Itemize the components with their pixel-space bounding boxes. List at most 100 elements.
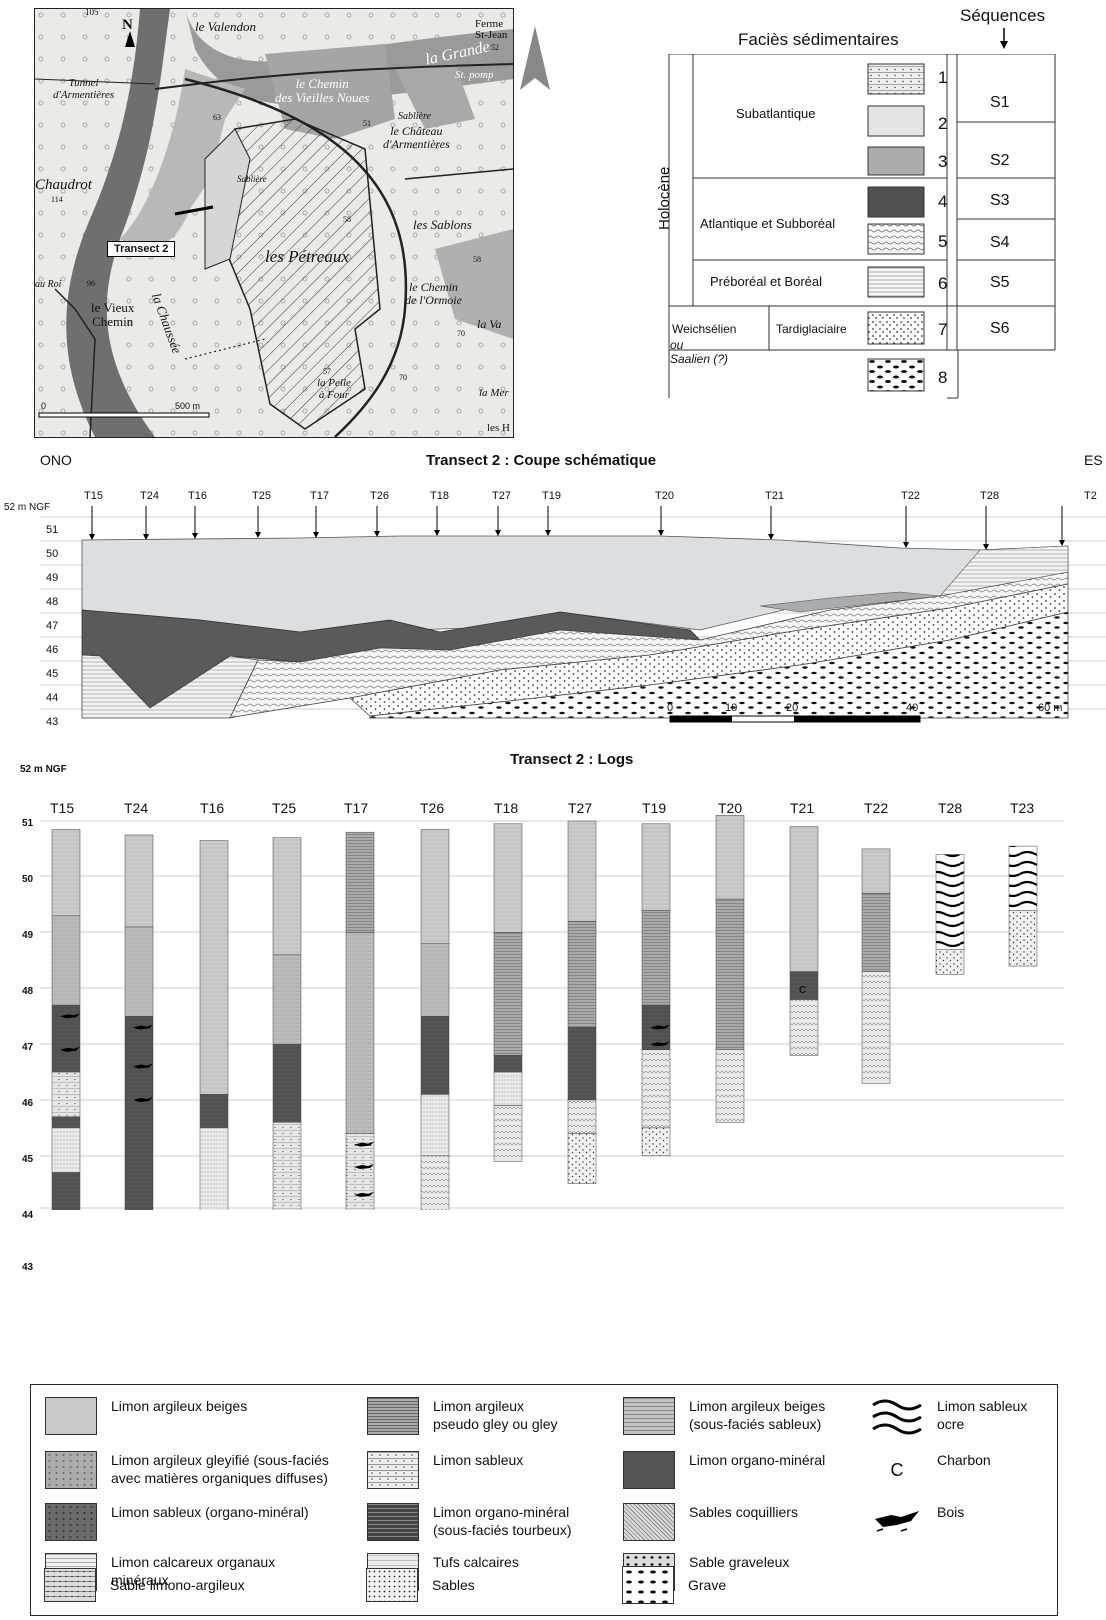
map-label-auroi: au Roi xyxy=(35,279,62,290)
facies-preboreal: Préboréal et Boréal xyxy=(710,274,823,289)
log-layer xyxy=(272,954,302,1045)
facies-table xyxy=(668,54,1056,399)
map-label-sablons: les Sablons xyxy=(413,217,472,232)
legend-swatch xyxy=(44,1568,96,1602)
log-layer xyxy=(51,829,81,917)
log-layer xyxy=(861,848,891,894)
legend-label: Limon sableux (organo-minéral) xyxy=(111,1504,309,1520)
legend-swatch xyxy=(367,1397,419,1435)
coupe-right-label: ES xyxy=(1084,452,1103,468)
facies-num-3: 3 xyxy=(938,152,948,171)
log-layer xyxy=(935,854,965,950)
log-layer xyxy=(51,915,81,1006)
coupe-core-t25: T25 xyxy=(252,490,271,502)
seq-s3: S3 xyxy=(990,192,1010,209)
coupe-core-t17: T17 xyxy=(310,490,329,502)
coupe-scale-40: 40 xyxy=(906,702,919,714)
wave-swatch-icon xyxy=(872,1399,922,1435)
core-arrow-head xyxy=(545,530,551,536)
facies-num-1: 1 xyxy=(938,68,948,87)
log-layer xyxy=(272,1043,302,1123)
map-label-vieux-chemin: le Vieux Chemin xyxy=(91,300,135,329)
legend-label: Sable limono-argileux xyxy=(110,1577,245,1593)
core-arrow-head xyxy=(983,544,989,550)
core-arrow-head xyxy=(192,533,198,539)
legend-label: Limon argileux beiges xyxy=(111,1398,248,1414)
legend-label: Limon argileux gleyifié (sous-faciés ave… xyxy=(111,1452,329,1486)
coupe-scale-10: 10 xyxy=(725,702,738,714)
charbon-icon: C xyxy=(890,1460,904,1480)
bois-icon xyxy=(875,1511,919,1532)
log-layer xyxy=(641,910,671,1006)
legend-swatch xyxy=(623,1451,675,1489)
map-label-sabliere2: Sablière xyxy=(237,174,267,184)
coupe-scale-20: 20 xyxy=(786,702,799,714)
legend-item-limon-sableux: Limon sableux xyxy=(367,1451,523,1489)
log-layer xyxy=(493,823,523,933)
facies-num-5: 5 xyxy=(938,232,948,251)
logs-y-47: 47 xyxy=(22,1042,34,1053)
log-core-t24: T24 xyxy=(124,800,149,816)
coupe-title: Transect 2 : Coupe schématique xyxy=(426,452,657,469)
legend-label: Sables coquilliers xyxy=(689,1504,798,1520)
log-layer xyxy=(199,840,229,1095)
bois-mark-icon xyxy=(354,1191,374,1197)
log-layer xyxy=(1008,910,1038,967)
legend-swatch xyxy=(367,1503,419,1541)
legend-label: Limon argileux beiges (sous-faciés sable… xyxy=(689,1398,826,1432)
seq-s6: S6 xyxy=(990,320,1010,337)
legend-label: Limon organo-minéral xyxy=(689,1452,826,1468)
log-layer xyxy=(345,932,375,1134)
log-core-t15: T15 xyxy=(50,800,75,816)
map-label-ferme: Ferme St-Jean xyxy=(475,18,508,41)
location-map: N 105 le Valendon Ferme St-Jean la Grand… xyxy=(34,8,514,438)
legend-label: Bois xyxy=(937,1504,965,1520)
legend-swatch xyxy=(367,1451,419,1489)
log-layer xyxy=(567,1099,597,1134)
core-arrow-head xyxy=(768,534,774,540)
coupe-scale-0: 0 xyxy=(667,702,674,714)
legend-item-charbon: C Charbon xyxy=(871,1451,991,1489)
log-core-t19: T19 xyxy=(642,800,667,816)
facies-seq-title: Séquences xyxy=(960,6,1046,25)
coupe-core-t24: T24 xyxy=(140,490,159,502)
legend-item-limon-sableux-organo: Limon sableux (organo-minéral) xyxy=(45,1503,309,1541)
core-arrow-head xyxy=(255,532,261,538)
map-label-petreaux: les Pétreaux xyxy=(265,247,349,266)
log-core-t22: T22 xyxy=(864,800,889,816)
coupe-core-t16: T16 xyxy=(188,490,207,502)
legend-item-limon-organo-mineral: Limon organo-minéral xyxy=(623,1451,825,1489)
direction-arrow-icon xyxy=(520,26,550,90)
seq-s1: S1 xyxy=(990,94,1010,111)
log-layer xyxy=(420,829,450,945)
seq-s2: S2 xyxy=(990,152,1010,169)
legend-item-grave: Grave xyxy=(622,1566,726,1604)
map-label-les-h: les H xyxy=(487,422,510,434)
log-layer xyxy=(199,1127,229,1210)
map-label-96: 96 xyxy=(87,279,95,288)
facies-tardiglaciaire: Tardiglaciaire xyxy=(776,322,847,336)
coupe-core-t21: T21 xyxy=(765,490,784,502)
legend-label: Limon sableux xyxy=(433,1452,524,1468)
bois-mark-icon xyxy=(133,1024,153,1030)
coupe-datum: 52 m NGF xyxy=(4,502,51,513)
log-layer xyxy=(861,971,891,1084)
bois-mark-icon xyxy=(60,1046,80,1052)
map-label-57: 57 xyxy=(323,367,331,376)
log-layer xyxy=(420,1094,450,1157)
facies-num-6: 6 xyxy=(938,274,948,293)
log-layer xyxy=(51,1127,81,1173)
log-core-t25: T25 xyxy=(272,800,297,816)
map-label-pelle: la Pelle à Four xyxy=(317,377,351,401)
legend-item-limon-gleyifie: Limon argileux gleyifié (sous-faciés ave… xyxy=(45,1451,329,1489)
coupe-core-t20: T20 xyxy=(655,490,674,502)
bois-mark-icon xyxy=(354,1141,374,1147)
map-label-valendon: le Valendon xyxy=(195,19,257,34)
logs-y-48: 48 xyxy=(22,986,34,997)
map-label-sabliere1: Sablière xyxy=(398,111,431,122)
legend-swatch xyxy=(623,1397,675,1435)
log-layer xyxy=(272,1122,302,1210)
log-layer xyxy=(641,823,671,911)
log-layer xyxy=(567,921,597,1028)
bois-mark-icon xyxy=(650,1041,670,1047)
